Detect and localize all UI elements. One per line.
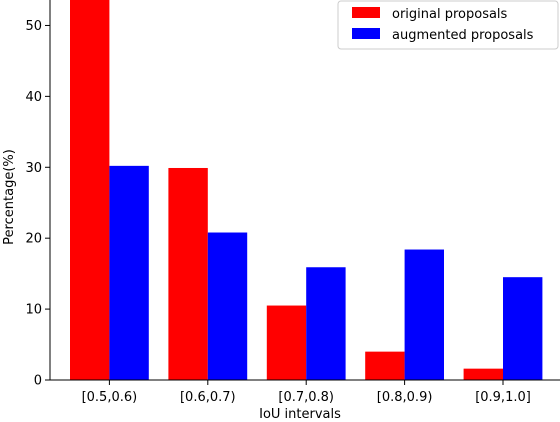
bar-original-4 <box>463 368 503 380</box>
y-axis-label: Percentage(%) <box>2 149 17 245</box>
x-axis-label: IoU intervals <box>259 407 341 422</box>
x-tick-label: [0.9,1.0] <box>475 390 531 405</box>
y-axis: 0 10 20 30 40 50 <box>25 19 50 389</box>
bar-augmented-0 <box>109 165 149 380</box>
x-tick-label: [0.7,0.8) <box>278 390 334 405</box>
y-tick-label: 40 <box>25 90 42 105</box>
legend-label-original: original proposals <box>392 7 508 22</box>
x-tick-label: [0.5,0.6) <box>82 390 138 405</box>
y-tick-label: 50 <box>25 19 42 34</box>
bar-original-1 <box>168 167 208 380</box>
x-tick-label: [0.8,0.9) <box>377 390 433 405</box>
bar-augmented-1 <box>207 232 248 380</box>
legend-box <box>337 0 559 50</box>
bar-augmented-2 <box>306 267 346 380</box>
legend-label-augmented: augmented proposals <box>392 28 534 43</box>
x-axis: [0.5,0.6) [0.6,0.7) [0.7,0.8) [0.8,0.9) [0.9… <box>82 380 531 405</box>
y-tick-label: 20 <box>25 232 42 247</box>
bar-original-2 <box>266 305 307 380</box>
y-tick-label: 30 <box>25 161 42 176</box>
legend: original proposals augmented proposals <box>337 0 559 50</box>
bar-augmented-4 <box>503 277 543 380</box>
bar-original-3 <box>365 351 405 380</box>
bars-layer <box>70 0 543 380</box>
legend-swatch-original <box>352 7 380 18</box>
bar-original-0 <box>70 0 110 380</box>
bar-augmented-3 <box>404 249 444 380</box>
x-tick-label: [0.6,0.7) <box>180 390 236 405</box>
y-tick-label: 0 <box>34 374 42 389</box>
y-tick-label: 10 <box>25 303 42 318</box>
legend-swatch-augmented <box>352 28 380 39</box>
